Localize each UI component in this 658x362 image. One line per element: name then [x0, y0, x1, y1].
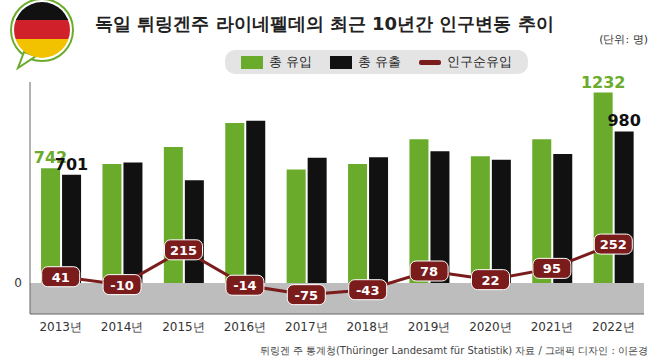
svg-text:2019년: 2019년	[408, 320, 451, 334]
svg-text:41: 41	[52, 270, 70, 285]
svg-text:78: 78	[420, 264, 438, 279]
svg-text:2015년: 2015년	[162, 320, 205, 334]
svg-text:2014년: 2014년	[101, 320, 144, 334]
svg-text:2020년: 2020년	[469, 320, 512, 334]
svg-text:701: 701	[55, 155, 88, 174]
svg-text:-10: -10	[110, 278, 134, 293]
svg-text:2022년: 2022년	[592, 320, 635, 334]
svg-text:-43: -43	[356, 283, 380, 298]
html-text:튀링겐 주 통계청(Thüringer Landesamt: 튀링겐 주 통계청(Thüringer Landesamt für Statis…	[259, 345, 648, 356]
html-text:인구순유입: 인구순유입	[447, 54, 513, 69]
svg-text:95: 95	[543, 261, 561, 276]
svg-text:215: 215	[170, 243, 197, 258]
svg-text:980: 980	[607, 111, 640, 130]
svg-text:-75: -75	[295, 288, 319, 303]
svg-text:2016년: 2016년	[224, 320, 267, 334]
svg-text:2021년: 2021년	[531, 320, 574, 334]
svg-text:742: 742	[33, 148, 68, 168]
html-text:총 유입: 총 유입	[269, 54, 313, 69]
html-text:(단위: 명): (단위: 명)	[599, 33, 648, 46]
svg-text:2018년: 2018년	[346, 320, 389, 334]
svg-text:252: 252	[600, 237, 627, 252]
html-text:독일 튀링겐주 라이네펠데의 최근 10년간 인구변동 추이: 독일 튀링겐주 라이네펠데의 최근 10년간 인구변동 추이	[95, 13, 554, 34]
svg-text:22: 22	[481, 273, 499, 288]
svg-text:0: 0	[14, 276, 22, 290]
svg-text:2017년: 2017년	[285, 320, 328, 334]
svg-text:-14: -14	[233, 278, 257, 293]
html-text:총 유출: 총 유출	[358, 54, 402, 69]
svg-text:2013년: 2013년	[39, 320, 82, 334]
svg-text:1232: 1232	[581, 73, 626, 92]
